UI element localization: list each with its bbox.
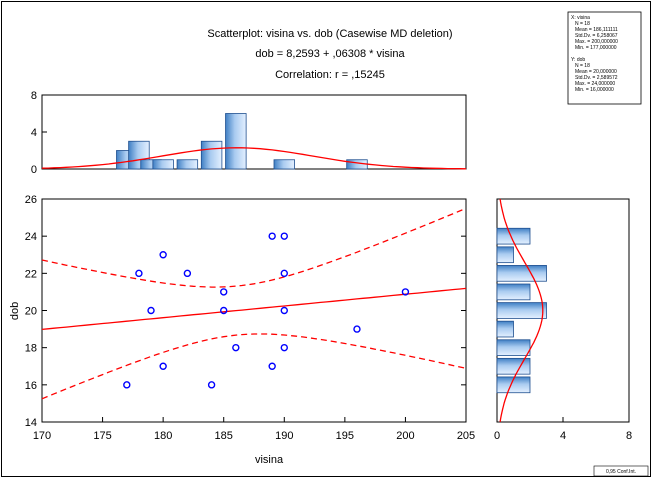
top-histogram-panel: [41, 94, 467, 170]
y-tick-label: 16: [25, 380, 37, 392]
y-axis-label: dob: [9, 302, 21, 320]
y-tick-label: 20: [25, 306, 37, 318]
right-histogram-bar: [496, 302, 547, 319]
stats-y-line: Min. = 16,000000: [575, 87, 614, 93]
data-point: [159, 362, 167, 370]
right-histogram-bar: [496, 339, 531, 356]
x-tick-label: 185: [215, 430, 233, 442]
top-y-tick-label: 4: [31, 127, 37, 139]
stats-y-line: Std.Dv. = 2,589572: [575, 75, 618, 81]
right-x-tick-label: 4: [560, 430, 566, 442]
top-normal-curve: [41, 147, 467, 170]
right-histogram-bar: [496, 320, 514, 338]
data-point: [220, 288, 228, 296]
regression-line: [41, 287, 467, 331]
stats-x-line: X: visina: [571, 15, 590, 21]
stats-y-line: Y: dob: [571, 57, 585, 63]
x-tick-label: 170: [33, 430, 51, 442]
stats-y-line: N = 18: [575, 63, 590, 69]
conf-int-label: 0,95 Conf.Int.: [606, 469, 636, 475]
data-point: [123, 381, 131, 389]
data-point: [220, 306, 228, 315]
scatter-plot: [41, 207, 467, 400]
right-histogram-bar: [496, 265, 547, 282]
chart-title-line2: dob = 8,2593 + ,06308 * visina: [255, 48, 405, 60]
axes: 170 175 180 185 190 195 200 205 14 16 18 20 22 24 26: [25, 194, 475, 442]
data-point: [183, 269, 192, 278]
data-point: [232, 343, 240, 352]
top-y-tick-label: 8: [31, 90, 37, 102]
top-histogram-bar: [200, 140, 223, 170]
stats-y-line: Mean = 20,000000: [575, 69, 617, 75]
x-tick-label: 175: [93, 430, 111, 442]
data-point: [280, 343, 288, 352]
conf-int-box: 0,95 Conf.Int.: [593, 465, 649, 477]
right-x-tick-label: 0: [494, 430, 500, 442]
x-axis-label: visina: [255, 454, 284, 466]
y-tick-label: 22: [25, 268, 37, 280]
stats-x-line: Max. = 200,000000: [575, 39, 618, 45]
top-histogram-bar: [152, 159, 174, 170]
right-normal-curve: [499, 198, 544, 423]
data-point: [280, 306, 288, 315]
stats-x-line: Std.Dv. = 6,258067: [575, 33, 618, 39]
x-tick-label: 195: [336, 430, 354, 442]
data-point: [147, 306, 155, 315]
stats-x-line: Min. = 177,000000: [575, 45, 617, 51]
x-tick-label: 190: [275, 430, 293, 442]
right-histogram: 0 4 8: [494, 198, 632, 442]
confidence-lower: [41, 333, 467, 400]
data-point: [268, 362, 276, 370]
chart-title-line3: Correlation: r = ,15245: [275, 69, 385, 81]
top-histogram: 0 4 8: [31, 90, 467, 176]
right-histogram-bar: [496, 357, 531, 375]
data-point: [135, 269, 143, 278]
y-tick-label: 24: [25, 231, 37, 243]
top-histogram-bar: [225, 113, 247, 170]
x-tick-label: 200: [396, 430, 414, 442]
data-point: [159, 251, 167, 259]
data-point: [401, 288, 410, 296]
stats-y-line: Max. = 24,000000: [575, 81, 615, 87]
right-histogram-bar: [496, 227, 531, 245]
confidence-upper: [41, 207, 467, 288]
y-tick-label: 18: [25, 343, 37, 355]
y-tick-label: 26: [25, 194, 37, 206]
stats-x-line: Mean = 186,111111: [575, 27, 618, 33]
x-tick-label: 205: [457, 430, 475, 442]
y-tick-label: 14: [25, 417, 37, 429]
data-point: [353, 325, 361, 333]
chart-title-line1: Scatterplot: visina vs. dob (Casewise MD…: [207, 28, 452, 40]
x-tick-label: 180: [154, 430, 172, 442]
data-point: [280, 232, 288, 240]
stats-x-line: N = 18: [575, 21, 590, 27]
right-histogram-bar: [496, 246, 514, 264]
scatter-panel: [41, 198, 467, 423]
top-histogram-bar: [273, 159, 295, 170]
right-histogram-bar: [496, 283, 531, 301]
top-y-tick-label: 0: [31, 164, 37, 176]
right-x-tick-label: 8: [626, 430, 632, 442]
top-histogram-bar: [176, 159, 199, 170]
right-histogram-bar: [496, 376, 531, 394]
data-point: [268, 232, 276, 240]
data-point: [280, 269, 288, 278]
data-point: [207, 381, 216, 389]
